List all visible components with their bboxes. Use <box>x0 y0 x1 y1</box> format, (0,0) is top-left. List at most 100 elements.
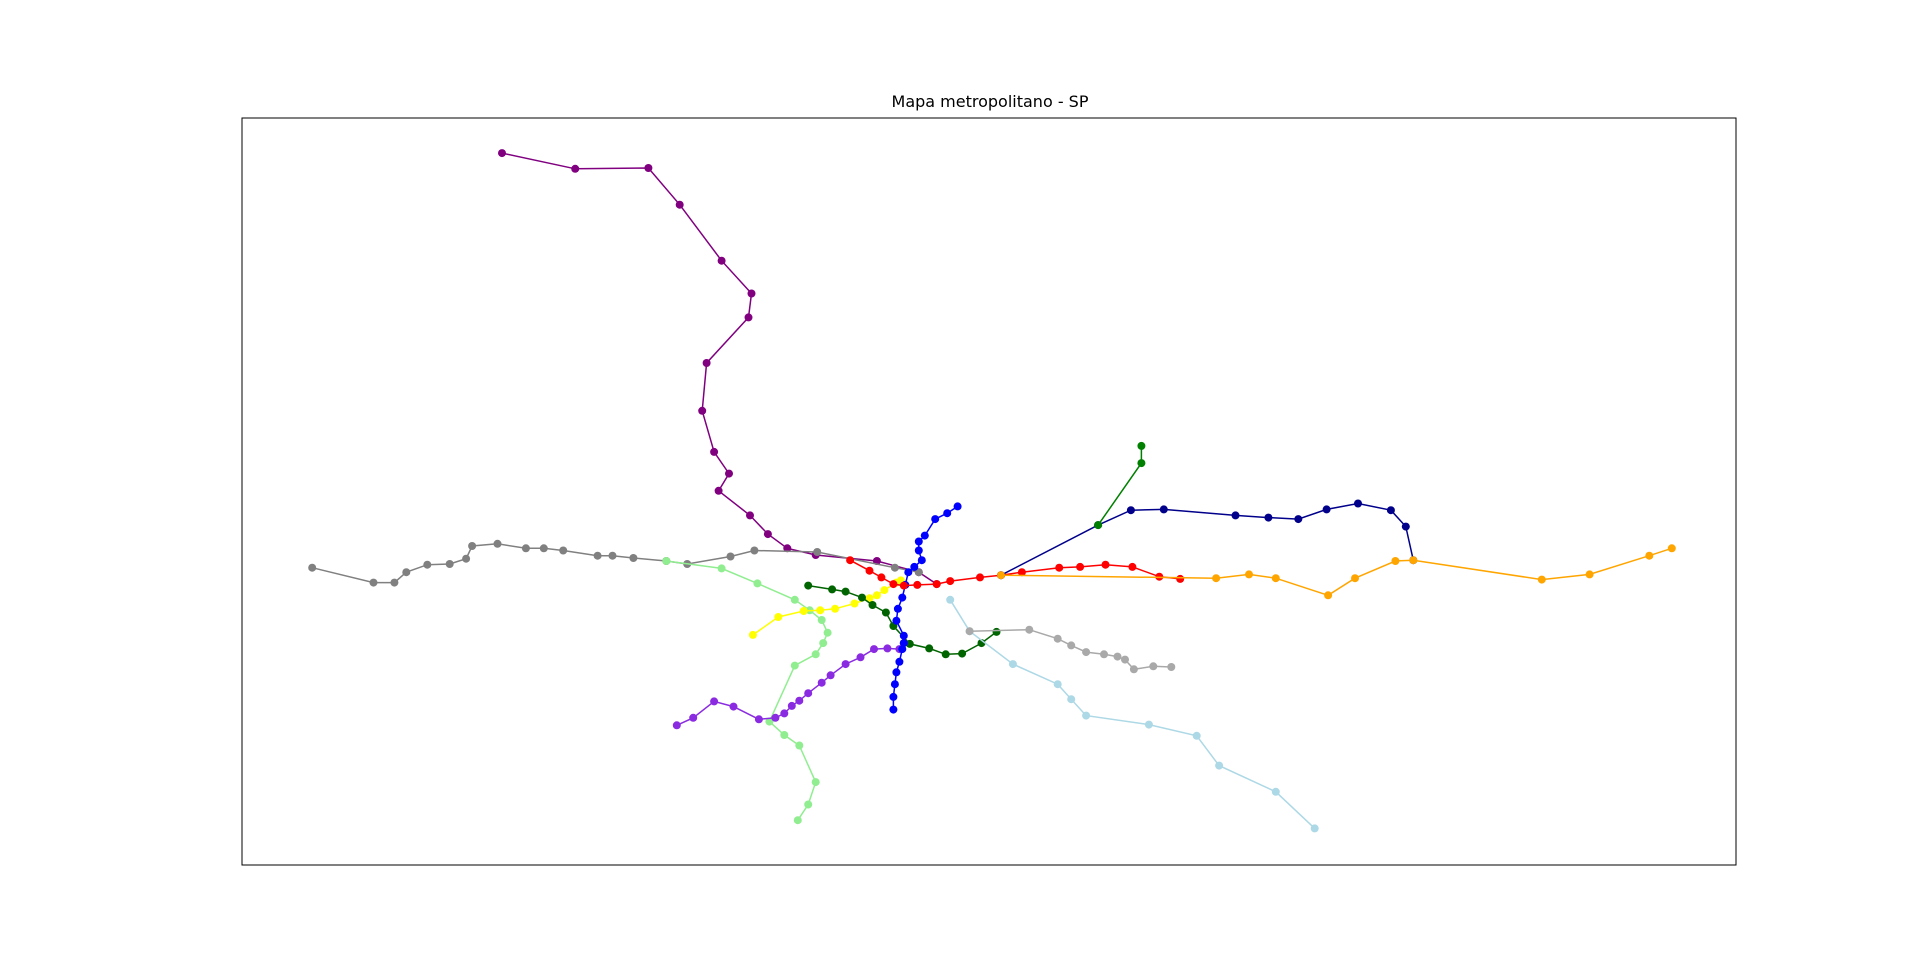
station-marker <box>702 359 711 367</box>
metro-line-path <box>312 543 919 584</box>
station-marker <box>1215 761 1224 770</box>
station-marker <box>780 731 789 739</box>
station-marker <box>445 560 454 568</box>
station-marker <box>1128 562 1137 571</box>
station-marker <box>992 627 1001 636</box>
station-marker <box>1137 441 1146 450</box>
station-marker <box>828 585 837 594</box>
station-marker <box>804 581 813 590</box>
station-marker <box>644 164 653 172</box>
station-marker <box>1101 560 1110 569</box>
station-marker <box>559 546 568 555</box>
station-marker <box>662 557 671 565</box>
station-marker <box>804 800 813 809</box>
station-marker <box>914 568 923 577</box>
station-marker <box>689 713 698 722</box>
station-marker <box>813 548 822 556</box>
station-marker <box>1053 680 1062 689</box>
station-marker <box>774 613 783 621</box>
station-marker <box>816 606 825 615</box>
station-marker <box>1354 499 1362 508</box>
station-marker <box>958 649 967 658</box>
station-marker <box>780 709 789 718</box>
station-marker <box>841 587 850 596</box>
station-marker <box>819 639 828 648</box>
station-marker <box>1055 563 1064 572</box>
station-marker <box>1409 556 1418 565</box>
station-marker <box>965 627 974 636</box>
station-marker <box>369 578 378 587</box>
station-marker <box>1094 521 1103 530</box>
station-marker <box>799 607 808 615</box>
station-marker <box>763 530 772 539</box>
station-marker <box>1167 663 1176 671</box>
metro-line-4 <box>748 576 905 639</box>
station-marker <box>710 697 719 706</box>
station-marker <box>717 256 726 265</box>
station-marker <box>931 515 940 524</box>
station-marker <box>308 563 317 572</box>
station-marker <box>790 595 799 604</box>
station-marker <box>1645 551 1654 560</box>
metro-line-path <box>1000 547 1673 597</box>
station-marker <box>747 289 756 298</box>
station-marker <box>881 608 890 617</box>
station-marker <box>468 542 477 550</box>
station-marker <box>1137 459 1146 468</box>
station-marker <box>895 657 904 666</box>
station-marker <box>877 573 886 582</box>
station-marker <box>402 568 411 577</box>
station-marker <box>892 616 901 625</box>
station-marker <box>823 628 832 637</box>
station-marker <box>890 680 899 689</box>
station-marker <box>771 713 780 722</box>
metro-line-12 <box>1094 441 1146 530</box>
station-marker <box>889 692 898 701</box>
station-marker <box>1667 544 1676 553</box>
station-marker <box>795 741 804 750</box>
station-marker <box>1212 574 1221 583</box>
station-marker <box>787 701 796 710</box>
station-marker <box>1159 505 1168 514</box>
station-marker <box>917 556 926 565</box>
station-marker <box>850 599 859 608</box>
station-marker <box>754 715 763 724</box>
station-marker <box>1053 634 1062 643</box>
station-marker <box>744 313 753 322</box>
station-marker <box>905 639 914 648</box>
station-marker <box>804 689 813 698</box>
station-marker <box>826 671 835 680</box>
station-marker <box>898 593 907 602</box>
station-marker <box>892 668 901 677</box>
station-marker <box>817 678 826 687</box>
station-marker <box>899 639 908 648</box>
station-marker <box>1264 513 1273 522</box>
station-marker <box>710 447 719 456</box>
station-marker <box>904 568 913 577</box>
station-marker <box>1585 570 1594 579</box>
station-marker <box>753 579 762 588</box>
station-marker <box>783 544 792 553</box>
station-marker <box>811 778 820 787</box>
station-marker <box>390 578 399 587</box>
plot-series-group <box>308 149 1676 833</box>
station-marker <box>872 591 881 600</box>
station-marker <box>856 653 865 662</box>
station-marker <box>925 644 934 653</box>
plot-frame <box>241 117 1737 866</box>
station-marker <box>946 595 955 604</box>
metro-line-13 <box>997 544 1676 600</box>
station-marker <box>865 566 874 575</box>
station-marker <box>1067 695 1076 704</box>
station-marker <box>932 580 941 589</box>
station-marker <box>1245 570 1253 579</box>
station-marker <box>1271 574 1280 583</box>
station-marker <box>910 562 919 571</box>
station-marker <box>868 601 877 609</box>
station-marker <box>1100 650 1108 659</box>
station-marker <box>941 650 950 659</box>
station-marker <box>765 717 774 726</box>
station-marker <box>953 502 962 511</box>
